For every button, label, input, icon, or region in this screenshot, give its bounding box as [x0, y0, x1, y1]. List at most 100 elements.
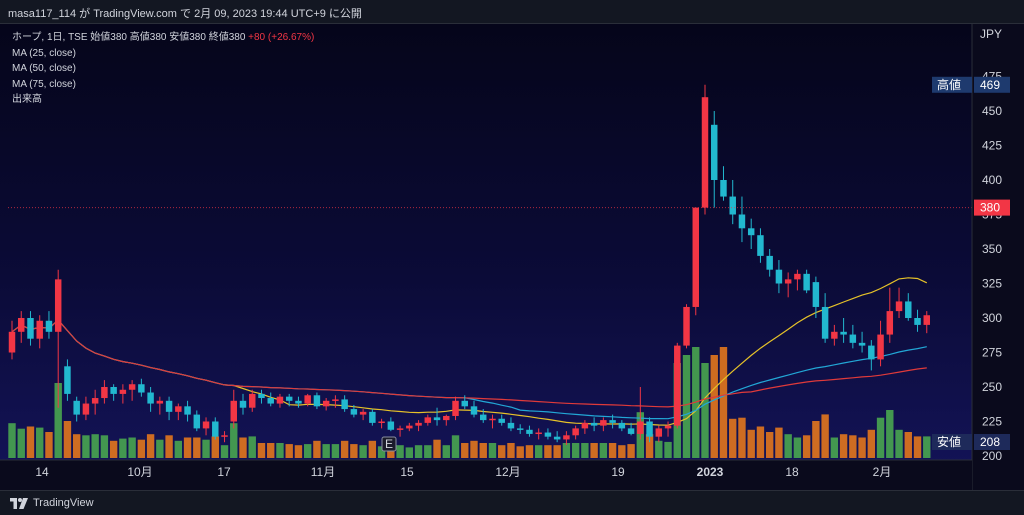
candle-body[interactable] [64, 366, 71, 394]
candle-body[interactable] [36, 320, 43, 339]
candle-body[interactable] [276, 396, 284, 404]
candle-body[interactable] [544, 432, 552, 437]
earnings-marker[interactable] [381, 436, 397, 452]
price-axis[interactable] [972, 24, 1024, 490]
candle-body[interactable] [350, 409, 358, 415]
candle-body[interactable] [239, 400, 247, 408]
candle-body[interactable] [304, 395, 311, 404]
candle-body[interactable] [637, 421, 644, 434]
candle-body[interactable] [359, 411, 367, 415]
candle-body[interactable] [73, 400, 80, 415]
candle-body[interactable] [720, 180, 727, 197]
candle-body[interactable] [101, 387, 108, 399]
candle-body[interactable] [683, 306, 690, 346]
candle-body[interactable] [535, 432, 542, 435]
candle-body[interactable] [193, 414, 201, 429]
candle-body[interactable] [322, 400, 330, 407]
candle-body[interactable] [387, 421, 395, 430]
candle-body[interactable] [82, 403, 90, 415]
candle-body[interactable] [646, 421, 653, 437]
candle-body[interactable] [424, 417, 432, 423]
candle-body[interactable] [202, 421, 210, 429]
candle-body[interactable] [572, 428, 579, 436]
candle-body[interactable] [470, 406, 478, 415]
candle-body[interactable] [563, 435, 570, 440]
legend-ma50[interactable]: MA (50, close) [12, 63, 76, 74]
candle-body[interactable] [886, 311, 894, 335]
time-axis[interactable] [0, 460, 972, 490]
candle-body[interactable] [498, 418, 505, 423]
candle-body[interactable] [877, 334, 884, 360]
candle-body[interactable] [8, 331, 16, 353]
candle-body[interactable] [406, 425, 413, 429]
candle-body[interactable] [674, 345, 681, 426]
candle-body[interactable] [156, 400, 164, 404]
candle-body[interactable] [110, 387, 117, 394]
symbol-info[interactable]: ホープ, 1日, TSE 始値380 高値380 安値380 終値380 +80… [12, 30, 314, 46]
candle-body[interactable] [378, 421, 385, 424]
candle-body[interactable] [664, 425, 672, 429]
candle-body[interactable] [692, 207, 699, 307]
candle-body[interactable] [627, 428, 635, 434]
candle-body[interactable] [396, 428, 404, 430]
candle-body[interactable] [618, 422, 626, 429]
candle-body[interactable] [553, 436, 561, 440]
candle-body[interactable] [443, 415, 450, 421]
candle-body[interactable] [526, 429, 533, 434]
candle-body[interactable] [600, 420, 607, 426]
candle-body[interactable] [747, 228, 755, 236]
candle-body[interactable] [480, 414, 487, 421]
candle-body[interactable] [784, 279, 792, 284]
candle-body[interactable] [849, 334, 857, 343]
legend-ma25[interactable]: MA (25, close) [12, 47, 76, 59]
candle-body[interactable] [341, 399, 348, 410]
candle-body[interactable] [128, 384, 136, 390]
candle-body[interactable] [701, 97, 709, 208]
candle-body[interactable] [230, 400, 237, 422]
candle-body[interactable] [332, 399, 339, 401]
candle-body[interactable] [165, 400, 173, 412]
candle-body[interactable] [840, 331, 847, 335]
candle-body[interactable] [738, 214, 746, 229]
candle-body[interactable] [923, 315, 930, 325]
candle-body[interactable] [775, 269, 783, 284]
candle-body[interactable] [119, 389, 127, 394]
candle-body[interactable] [212, 421, 219, 437]
candle-body[interactable] [590, 422, 598, 426]
candle-body[interactable] [249, 393, 256, 408]
candle-body[interactable] [516, 428, 524, 430]
candle-body[interactable] [868, 345, 875, 360]
candle-body[interactable] [147, 392, 154, 404]
candle-body[interactable] [821, 306, 829, 339]
candle-body[interactable] [489, 418, 496, 421]
candle-body[interactable] [452, 400, 459, 416]
candle-body[interactable] [609, 420, 616, 423]
candle-body[interactable] [766, 255, 773, 270]
candle-body[interactable] [831, 331, 838, 339]
legend-ma75[interactable]: MA (75, close) [12, 78, 76, 90]
candle-body[interactable] [794, 273, 801, 280]
candlestick-chart[interactable]: JPY475450425400375350325300275250225200高… [0, 24, 1024, 490]
candle-body[interactable] [54, 279, 62, 332]
candle-body[interactable] [905, 301, 912, 318]
candle-body[interactable] [895, 301, 903, 312]
chart-area[interactable]: JPY475450425400375350325300275250225200高… [0, 24, 1024, 490]
candle-body[interactable] [433, 417, 441, 421]
candle-body[interactable] [655, 428, 663, 437]
candle-body[interactable] [415, 422, 422, 426]
candle-body[interactable] [507, 422, 515, 429]
candle-body[interactable] [91, 398, 99, 404]
candle-body[interactable] [27, 318, 34, 339]
candle-body[interactable] [221, 435, 228, 437]
candle-body[interactable] [914, 318, 921, 325]
candle-body[interactable] [267, 398, 274, 404]
candle-body[interactable] [285, 396, 293, 401]
legend-volume[interactable]: 出来高 [12, 94, 42, 105]
candle-body[interactable] [461, 400, 468, 407]
candle-body[interactable] [184, 406, 191, 415]
tradingview-logo[interactable]: TradingView [10, 497, 94, 509]
candle-body[interactable] [812, 282, 820, 307]
candle-body[interactable] [369, 411, 376, 423]
candle-body[interactable] [803, 273, 810, 291]
candle-body[interactable] [18, 318, 25, 332]
